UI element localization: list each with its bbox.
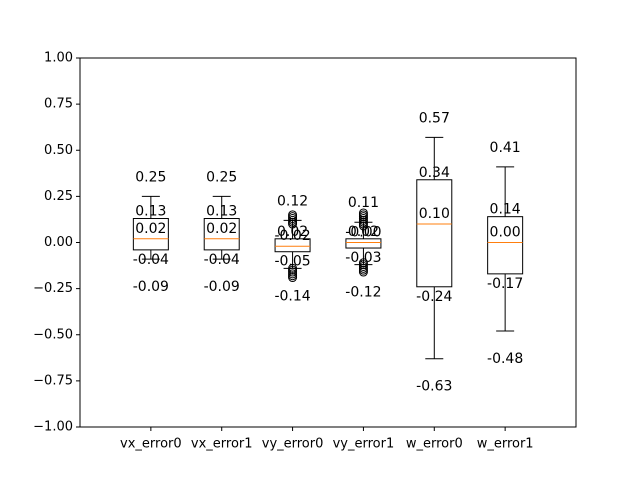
outlier-point	[288, 210, 298, 220]
data-label-whisker-high: 0.11	[348, 195, 379, 211]
x-tick-label: vx_error1	[191, 437, 253, 452]
data-label-whisker-high: 0.12	[277, 193, 308, 209]
outlier-point	[358, 208, 368, 218]
box-iqr	[345, 238, 382, 249]
data-label-whisker-low: -0.09	[204, 279, 240, 295]
data-label-whisker-high: 0.25	[135, 169, 166, 185]
data-label-median: 0.10	[419, 206, 450, 222]
x-axis: vx_error0 vx_error1 vy_error0 vy_error1 w_er…	[120, 427, 534, 452]
box-w_error0: 0.57 0.34 0.10 -0.24 -0.63	[416, 110, 452, 394]
x-tick-label: vx_error0	[120, 437, 182, 452]
y-tick-label: −0.25	[33, 281, 73, 296]
y-axis: −1.00 −0.75 −0.50 −0.25 0.00 0.25 0.50 0.75 1.00	[33, 51, 80, 435]
data-label-median: 0.02	[135, 221, 166, 237]
data-label-median: 0.00	[490, 225, 521, 241]
x-tick-label: w_error0	[406, 437, 463, 452]
y-tick-label: 0.25	[44, 189, 73, 204]
data-label-median: -0.02	[274, 228, 310, 244]
outlier-point	[288, 273, 298, 283]
box-vx_error1: 0.25 0.130.02 -0.04 -0.09	[204, 169, 240, 295]
data-label-whisker-low: -0.63	[416, 379, 452, 395]
box-series: 0.250.130.02-0.04-0.090.250.130.02-0.04-…	[133, 110, 524, 394]
data-label-q3: 0.14	[490, 202, 521, 218]
y-tick-label: 0.50	[44, 143, 73, 158]
data-label-q1: -0.04	[204, 252, 240, 268]
data-label-q1: -0.03	[345, 250, 381, 266]
box-iqr	[487, 216, 524, 275]
data-label-q1: -0.04	[133, 252, 169, 268]
data-label-whisker-high: 0.57	[419, 110, 450, 126]
data-label-median: 0.02	[206, 221, 237, 237]
data-label-whisker-low: -0.48	[487, 351, 523, 367]
box-vx_error0: 0.25 0.130.02 -0.04 -0.09	[133, 169, 169, 295]
data-label-q3: 0.13	[206, 204, 237, 220]
box-vy_error0: 0.12 0.02-0.02 -0.05 -0.14	[274, 193, 310, 304]
y-tick-label: 0.75	[44, 97, 73, 112]
x-tick-label: vy_error1	[333, 437, 395, 452]
x-tick-label: w_error1	[477, 437, 534, 452]
x-tick-label: vy_error0	[262, 437, 324, 452]
data-label-whisker-high: 0.41	[490, 140, 521, 156]
data-label-median: -0.00	[345, 225, 381, 241]
data-label-q3: 0.02	[277, 224, 308, 240]
box-iqr	[132, 218, 169, 251]
data-label-q1: -0.17	[487, 276, 523, 292]
y-tick-label: 1.00	[44, 51, 73, 66]
y-tick-label: −0.50	[33, 327, 73, 342]
data-label-q3: 0.02	[348, 224, 379, 240]
y-tick-label: −1.00	[33, 420, 73, 435]
data-label-whisker-high: 0.25	[206, 169, 237, 185]
data-label-whisker-low: -0.14	[274, 288, 310, 304]
y-tick-label: −0.75	[33, 373, 73, 388]
data-label-q1: -0.24	[416, 289, 452, 305]
data-label-whisker-low: -0.09	[133, 279, 169, 295]
box-iqr	[416, 179, 453, 288]
box-iqr	[203, 218, 240, 251]
y-tick-label: 0.00	[44, 235, 73, 250]
data-label-q1: -0.05	[274, 254, 310, 270]
data-label-q3: 0.13	[135, 204, 166, 220]
box-vy_error1: 0.11 0.02-0.00 -0.03 -0.12	[345, 195, 381, 300]
outlier-point	[358, 267, 368, 277]
box-w_error1: 0.41 0.14 0.00 -0.17 -0.48	[487, 140, 523, 367]
data-label-q3: 0.34	[419, 165, 450, 181]
box-iqr	[274, 238, 311, 253]
plot-frame	[79, 57, 577, 428]
data-label-whisker-low: -0.12	[345, 285, 381, 301]
